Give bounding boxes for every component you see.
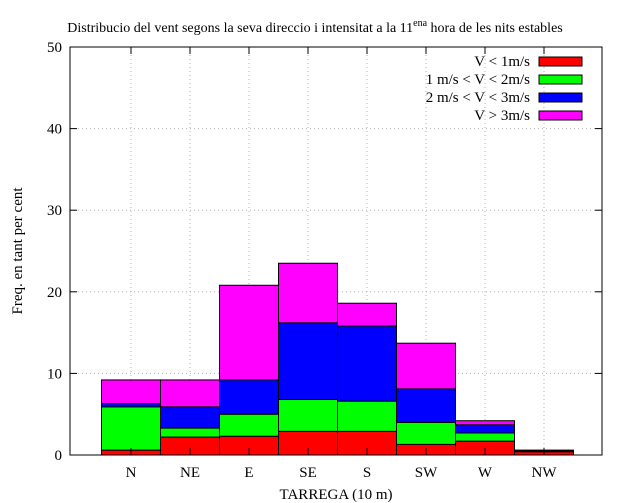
legend-swatch-2	[538, 74, 583, 85]
bar-sw-series-2	[396, 421, 456, 445]
bar-se-series-2	[278, 399, 338, 432]
y-axis-label: Freq. en tant per cent	[10, 187, 26, 315]
y-tick-label: 20	[47, 285, 62, 301]
plot-frame	[69, 46, 603, 456]
chart-title: Distribucio del vent segons la seva dire…	[67, 18, 562, 36]
legend-swatch-4	[538, 110, 583, 121]
bar-w-series-3	[455, 424, 515, 434]
legend-label-3: 2 m/s < V < 3m/s	[426, 90, 530, 106]
legend-swatch-1	[538, 56, 583, 67]
y-tick-label: 0	[55, 448, 63, 464]
chart-title-superscript: ena	[413, 18, 427, 29]
x-tick-label-s: S	[363, 465, 371, 481]
y-tick-label: 50	[47, 40, 62, 56]
bar-s-series-3	[337, 325, 397, 402]
y-axis: 0 10 20 30 40 50	[47, 40, 602, 464]
bar-se-series-3	[278, 322, 338, 401]
y-tick-label: 10	[47, 366, 62, 382]
x-tick-label-e: E	[244, 465, 253, 481]
bar-s-series-2	[337, 400, 397, 432]
x-axis-label: TARREGA (10 m)	[280, 487, 393, 503]
y-tick-label: 40	[47, 122, 62, 138]
bar-ne-series-4	[160, 379, 220, 408]
bar-w-series-2	[455, 432, 515, 442]
bar-n-series-4	[101, 379, 161, 405]
bar-e-series-4	[219, 284, 279, 381]
bar-s-series-4	[337, 302, 397, 327]
x-tick-label-se: SE	[299, 465, 317, 481]
x-tick-label-w: W	[478, 465, 493, 481]
bar-e-series-2	[219, 413, 279, 437]
bar-e-series-3	[219, 379, 279, 415]
bar-n-series-2	[101, 406, 161, 451]
bar-sw-series-3	[396, 388, 456, 423]
bar-sw-series-4	[396, 342, 456, 390]
legend-label-2: 1 m/s < V < 2m/s	[426, 72, 530, 88]
bar-se-series-4	[278, 262, 338, 324]
y-tick-label: 30	[47, 203, 62, 219]
chart-title-suffix: hora de les nits estables	[427, 21, 563, 36]
legend: V < 1m/s 1 m/s < V < 2m/s 2 m/s < V < 3m/s…	[426, 54, 583, 124]
bar-w-series-4	[455, 420, 515, 426]
chart-title-main: Distribucio del vent segons la seva dire…	[67, 21, 413, 36]
bar-ne-series-3	[160, 406, 220, 429]
legend-swatch-3	[538, 92, 583, 103]
bar-ne-series-2	[160, 427, 220, 438]
x-tick-label-ne: NE	[180, 465, 200, 481]
stacked-bars	[101, 262, 574, 456]
legend-label-1: V < 1m/s	[474, 54, 530, 70]
x-tick-label-n: N	[126, 465, 137, 481]
x-tick-label-nw: NW	[532, 465, 558, 481]
x-tick-label-sw: SW	[415, 465, 438, 481]
legend-label-4: V > 3m/s	[474, 108, 530, 124]
x-axis: N NE E SE S SW W NW	[126, 47, 558, 481]
